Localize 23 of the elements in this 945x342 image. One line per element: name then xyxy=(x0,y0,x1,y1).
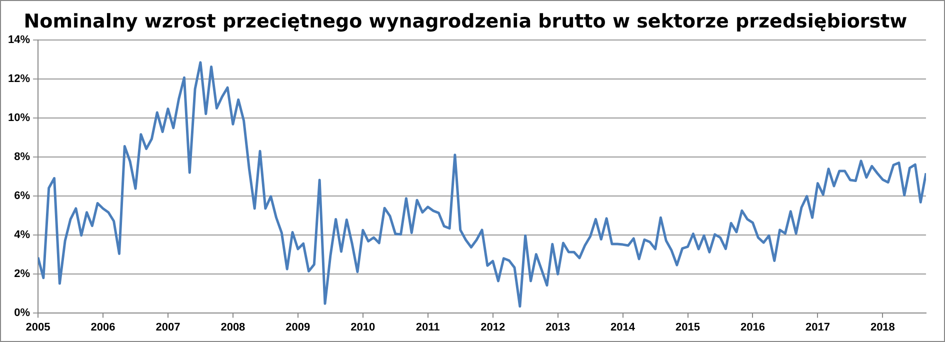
y-tick-label: 8% xyxy=(14,150,30,163)
x-tick-label: 2008 xyxy=(220,321,246,334)
x-tick-label: 2017 xyxy=(805,321,830,334)
y-tick-label: 10% xyxy=(8,112,30,124)
y-tick-label: 0% xyxy=(14,306,30,319)
x-tick-label: 2014 xyxy=(610,321,636,334)
chart-title: Nominalny wzrost przeciętnego wynagrodzenia brutto w sektorze przedsiębiorstw xyxy=(24,10,908,32)
x-tick-label: 2005 xyxy=(26,321,50,334)
y-tick-label: 4% xyxy=(14,228,30,241)
x-tick-label: 2006 xyxy=(90,321,116,334)
x-tick-label: 2009 xyxy=(286,321,310,334)
x-tick-label: 2011 xyxy=(416,321,440,334)
x-tick-label: 2013 xyxy=(546,321,570,334)
x-tick-label: 2018 xyxy=(870,321,895,334)
x-tick-label: 2007 xyxy=(156,321,180,334)
y-tick-label: 6% xyxy=(14,190,30,202)
x-tick-label: 2016 xyxy=(740,321,765,334)
x-tick-label: 2012 xyxy=(480,321,506,334)
y-tick-label: 14% xyxy=(8,34,30,46)
y-tick-label: 12% xyxy=(8,72,30,85)
x-tick-label: 2015 xyxy=(676,321,700,334)
y-tick-label: 2% xyxy=(14,268,30,280)
x-tick-label: 2010 xyxy=(350,321,376,334)
